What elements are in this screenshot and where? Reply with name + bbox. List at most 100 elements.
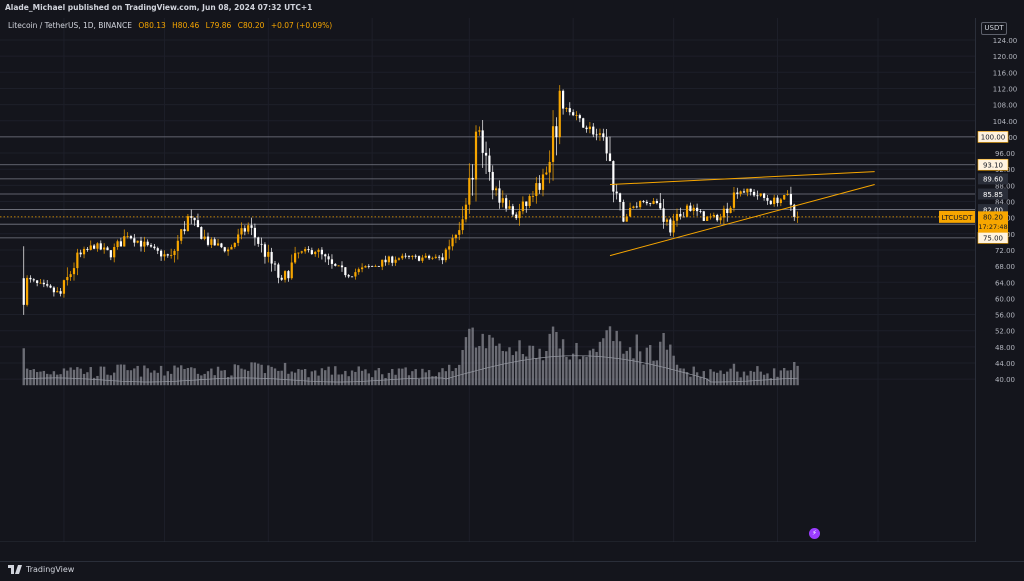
candle-body [789,193,792,205]
candle-body [52,287,55,293]
volume-bar [474,347,478,386]
candle-body [106,247,109,251]
y-tick-label: 84.00 [995,199,1015,207]
candle-body [417,256,421,261]
candle-body [468,177,471,205]
currency-button[interactable]: USDT [981,22,1007,35]
volume-bar [166,371,169,386]
price-axis[interactable]: 124.00 120.00 116.00 112.00 108.00 104.00 100.… [975,18,1024,542]
candle-body [508,206,511,209]
volume-bar [655,360,659,386]
brand-name: TradingView [26,565,75,574]
volume-bar [642,364,645,386]
volume-bar [729,368,732,386]
volume-bar [699,376,702,386]
volume-bar [327,366,330,386]
candle-body [237,234,240,243]
candle-body [304,249,307,252]
volume-bar [568,359,571,386]
candle-body [434,256,437,258]
volume-bar [441,368,444,386]
candle-body [518,211,521,219]
candle-body [488,155,491,172]
candle-body [32,279,35,281]
candle-body [163,254,166,257]
lightning-icon[interactable]: ⚡ [809,528,820,539]
candle-body [273,263,277,265]
volume-bar [180,365,183,386]
volume-bar [615,330,618,386]
y-tick-label: 104.00 [993,118,1018,126]
level-label: 100.00 [981,134,1006,142]
volume-bar [689,376,692,386]
candle-body [93,245,96,249]
candle-body [72,268,76,275]
volume-bar [561,339,565,386]
volume-bar [226,377,230,386]
candle-body [39,282,42,284]
volume-bar [471,327,474,386]
candle-body [243,228,246,232]
candle-body [139,240,143,247]
volume-bar [488,334,491,386]
candle-body [397,258,401,260]
volume-bar [106,374,109,386]
volume-bar [528,345,531,386]
candle-body [712,214,715,217]
volume-bar [582,356,585,386]
level-label: 82.00 [983,206,1003,214]
candle-body [642,200,645,202]
candle-body [702,211,705,221]
candle-body [69,274,72,278]
y-tick-label: 116.00 [993,69,1018,77]
candle-body [233,242,236,247]
ohlc-high: H80.46 [172,21,200,30]
candle-body [377,266,380,267]
candle-body [160,250,163,257]
candle-body [588,126,591,130]
candle-body [103,247,106,250]
candle-body [739,191,742,194]
candle-body [441,257,444,261]
volume-bar [424,372,427,386]
volume-bar [290,371,293,386]
candle-body [719,217,722,221]
volume-bar [622,353,625,386]
volume-bar [404,367,407,386]
volume-bar [133,368,136,386]
candle-body [541,174,545,190]
candle-body [280,277,283,280]
candle-body [401,255,404,259]
candle-body [170,255,173,256]
volume-bar [243,369,247,386]
candle-body [220,243,223,248]
candle-body [156,248,159,251]
candle-body [471,177,474,180]
volume-bar [518,340,521,386]
volume-bar [434,376,437,386]
price-chart[interactable]: LTCUSDTNovDec2024FebMarAprMayJunJul [0,18,975,542]
candle-body [166,254,169,256]
volume-bar [79,368,82,386]
volume-bar [173,365,176,386]
candle-body [629,207,632,217]
volume-bar [22,348,25,386]
volume-bar [444,371,448,386]
volume-bar [317,375,320,386]
y-tick-label: 72.00 [995,247,1015,255]
volume-bar [374,370,377,386]
volume-bar [682,368,685,386]
brand[interactable]: TradingView [8,565,74,574]
candle-body [347,275,350,277]
ohlc-change: +0.07 (+0.09%) [270,21,333,30]
candle-body [615,191,618,194]
volume-bar [357,366,360,386]
trendline [609,184,875,257]
volume-bar [454,368,458,386]
candle-body [36,280,39,283]
candle-body [572,112,575,116]
y-tick-label: 44.00 [995,360,1015,368]
volume-bar [625,350,628,386]
ohlc-open: O80.13 [138,21,166,30]
candle-body [387,256,390,263]
